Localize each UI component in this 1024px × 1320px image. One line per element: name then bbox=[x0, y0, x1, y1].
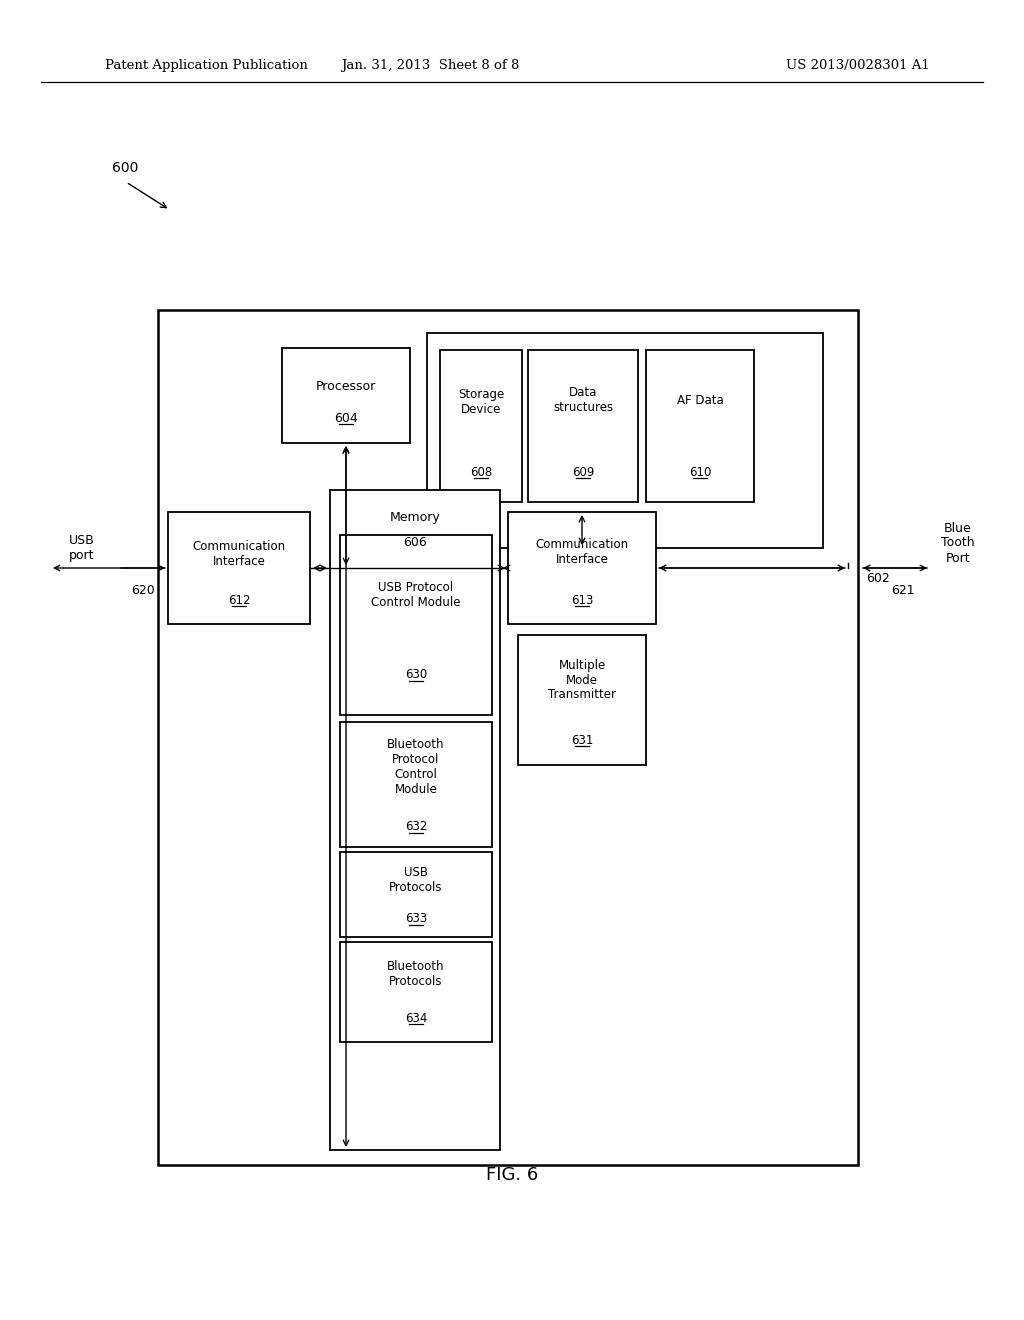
Text: Communication
Interface: Communication Interface bbox=[536, 539, 629, 566]
Bar bbox=[440, 350, 522, 502]
Text: Data
structures: Data structures bbox=[553, 385, 613, 414]
Text: 606: 606 bbox=[403, 536, 427, 549]
Text: Memory: Memory bbox=[389, 511, 440, 524]
Text: 612: 612 bbox=[227, 594, 250, 606]
Text: Patent Application Publication: Patent Application Publication bbox=[105, 58, 308, 71]
Text: 634: 634 bbox=[404, 1011, 427, 1024]
Text: 610: 610 bbox=[689, 466, 712, 479]
Text: Jan. 31, 2013  Sheet 8 of 8: Jan. 31, 2013 Sheet 8 of 8 bbox=[341, 58, 519, 71]
Text: 621: 621 bbox=[891, 583, 914, 597]
Text: 613: 613 bbox=[570, 594, 593, 606]
Text: Multiple
Mode
Transmitter: Multiple Mode Transmitter bbox=[548, 659, 616, 701]
Text: Storage
Device: Storage Device bbox=[458, 388, 504, 416]
Text: USB
port: USB port bbox=[70, 535, 95, 562]
Text: US 2013/0028301 A1: US 2013/0028301 A1 bbox=[786, 58, 930, 71]
Bar bbox=[518, 635, 646, 766]
Text: Communication
Interface: Communication Interface bbox=[193, 540, 286, 568]
Bar bbox=[427, 333, 823, 548]
Text: Processor: Processor bbox=[315, 380, 376, 392]
Text: 608: 608 bbox=[470, 466, 493, 479]
Bar bbox=[330, 490, 500, 1150]
Bar bbox=[340, 722, 492, 847]
Bar bbox=[508, 512, 656, 624]
Text: Bluetooth
Protocols: Bluetooth Protocols bbox=[387, 960, 444, 987]
Bar bbox=[646, 350, 754, 502]
Text: USB Protocol
Control Module: USB Protocol Control Module bbox=[372, 581, 461, 609]
Text: 630: 630 bbox=[404, 668, 427, 681]
Text: 604: 604 bbox=[334, 412, 357, 425]
Bar bbox=[340, 942, 492, 1041]
Text: 609: 609 bbox=[571, 466, 594, 479]
Text: 633: 633 bbox=[404, 912, 427, 925]
Text: FIG. 6: FIG. 6 bbox=[485, 1166, 539, 1184]
Text: Blue
Tooth
Port: Blue Tooth Port bbox=[941, 521, 975, 565]
Text: Bluetooth
Protocol
Control
Module: Bluetooth Protocol Control Module bbox=[387, 738, 444, 796]
Text: 632: 632 bbox=[404, 821, 427, 833]
Bar bbox=[282, 348, 410, 444]
Bar bbox=[528, 350, 638, 502]
Text: USB
Protocols: USB Protocols bbox=[389, 866, 442, 894]
Text: 620: 620 bbox=[131, 583, 155, 597]
Bar bbox=[168, 512, 310, 624]
Text: 600: 600 bbox=[112, 161, 138, 176]
Bar bbox=[158, 310, 858, 1166]
Bar bbox=[340, 535, 492, 715]
Text: 631: 631 bbox=[570, 734, 593, 747]
Bar bbox=[340, 851, 492, 937]
Text: 602: 602 bbox=[866, 572, 890, 585]
Text: AF Data: AF Data bbox=[677, 393, 723, 407]
